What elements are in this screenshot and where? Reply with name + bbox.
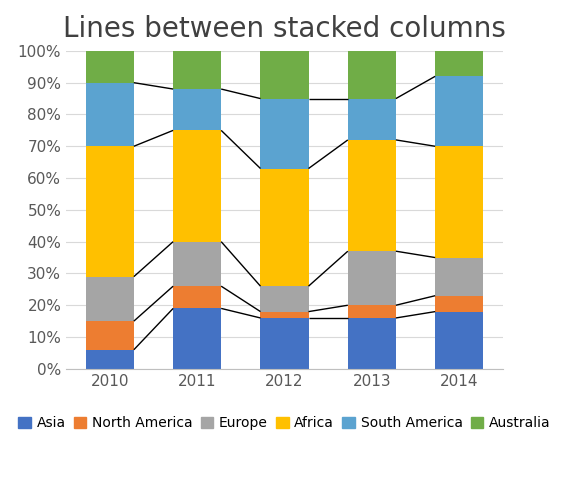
Bar xyxy=(173,89,221,130)
Bar xyxy=(261,169,308,286)
Bar xyxy=(173,130,221,242)
Bar xyxy=(261,286,308,311)
Bar xyxy=(86,83,134,146)
Bar xyxy=(435,146,483,257)
Bar xyxy=(261,51,308,98)
Bar xyxy=(348,251,396,305)
Bar xyxy=(435,296,483,311)
Bar xyxy=(348,51,396,98)
Bar xyxy=(435,257,483,296)
Bar xyxy=(86,51,134,83)
Bar xyxy=(435,76,483,146)
Bar xyxy=(173,308,221,369)
Bar xyxy=(86,350,134,369)
Bar xyxy=(348,305,396,318)
Bar xyxy=(86,277,134,321)
Legend: Asia, North America, Europe, Africa, South America, Australia: Asia, North America, Europe, Africa, Sou… xyxy=(13,411,556,436)
Bar xyxy=(261,311,308,318)
Bar xyxy=(86,321,134,350)
Bar xyxy=(348,318,396,369)
Bar xyxy=(261,98,308,169)
Title: Lines between stacked columns: Lines between stacked columns xyxy=(63,15,506,43)
Bar xyxy=(173,51,221,89)
Bar xyxy=(435,311,483,369)
Bar xyxy=(348,140,396,251)
Bar xyxy=(435,51,483,76)
Bar xyxy=(173,242,221,286)
Bar xyxy=(261,318,308,369)
Bar xyxy=(173,286,221,308)
Bar xyxy=(348,98,396,140)
Bar xyxy=(86,146,134,277)
